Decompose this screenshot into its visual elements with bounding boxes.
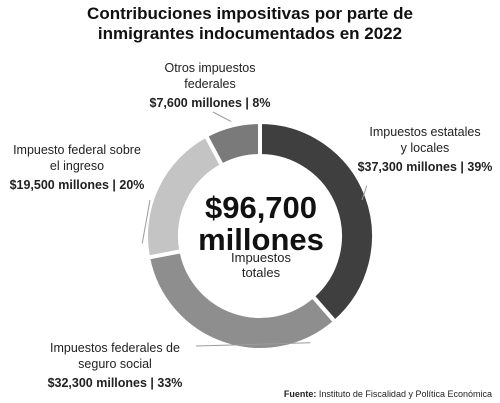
label-seguro-social-value: $32,300 millones | 33% (47, 376, 183, 390)
center-caption-line-2: totales (241, 265, 281, 280)
source-note: Fuente: Instituto de Fiscalidad y Políti… (284, 389, 492, 399)
center-total: $96,700 millones (196, 192, 326, 256)
source-label: Fuente: (283, 389, 317, 399)
chart-title-line-2: inmigrantes indocumentados en 2022 (97, 24, 403, 43)
slice-otros (203, 120, 262, 168)
center-caption: Impuestos totales (206, 250, 316, 280)
label-otros-name-1: Otros impuestos (164, 61, 256, 75)
chart-title-line-1: Contribuciones impositivas por parte de (87, 4, 413, 23)
label-ingreso-name-2: el ingreso (49, 159, 105, 173)
leader-line-seguro_social (195, 342, 311, 347)
center-caption-line-1: Impuestos (231, 250, 291, 265)
center-total-line-2: millones (198, 222, 324, 257)
label-otros: Otros impuestos federales $7,600 millone… (140, 60, 280, 111)
slice-estatales (258, 120, 376, 324)
source-text: Instituto de Fiscalidad y Política Econó… (318, 389, 492, 399)
label-estatales-value: $37,300 millones | 39% (357, 160, 493, 174)
label-estatales-name-1: Impuestos estatales (369, 125, 481, 139)
label-ingreso-name-1: Impuesto federal sobre (13, 143, 141, 157)
center-total-line-1: $96,700 (204, 190, 318, 225)
label-seguro-social: Impuestos federales de seguro social $32… (30, 340, 200, 391)
label-seguro-social-name-1: Impuestos federales de (50, 341, 180, 355)
leader-line-otros (212, 111, 232, 123)
leader-line-estatales (361, 185, 368, 201)
label-ingreso-value: $19,500 millones | 20% (9, 178, 145, 192)
leader-line-ingreso (141, 199, 151, 244)
label-estatales-name-2: y locales (400, 141, 450, 155)
label-seguro-social-name-2: seguro social (78, 357, 152, 371)
label-otros-value: $7,600 millones | 8% (149, 96, 271, 110)
label-ingreso: Impuesto federal sobre el ingreso $19,50… (2, 142, 152, 193)
chart-title: Contribuciones impositivas por parte de … (0, 4, 500, 44)
label-estatales: Impuestos estatales y locales $37,300 mi… (350, 124, 500, 175)
label-otros-name-2: federales (184, 77, 236, 91)
